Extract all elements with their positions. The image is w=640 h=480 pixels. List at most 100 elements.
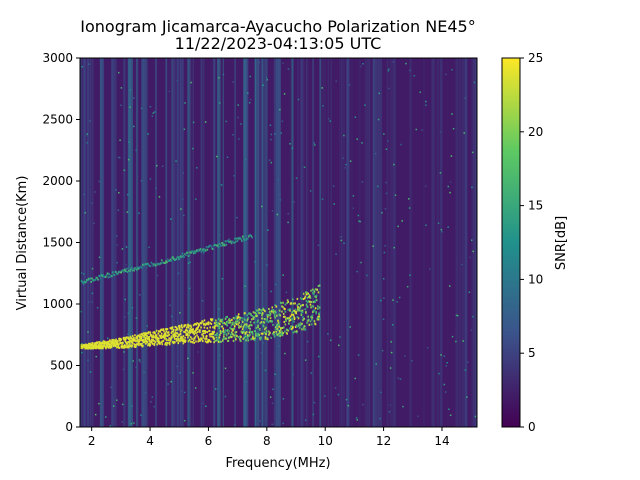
first-hop-echo-point [204, 330, 207, 333]
first-hop-echo-point [250, 314, 253, 317]
noise-pixel [228, 330, 231, 332]
noise-pixel [357, 214, 360, 217]
noise-pixel [464, 97, 466, 99]
first-hop-echo-point [148, 336, 150, 339]
noise-pixel [262, 84, 265, 86]
first-hop-echo-point [199, 329, 201, 332]
second-hop-echo-point [181, 252, 184, 255]
noise-pixel [348, 84, 351, 86]
first-hop-echo-point [232, 316, 235, 319]
first-hop-echo-point [276, 327, 279, 330]
noise-pixel [195, 198, 197, 200]
second-hop-echo-point [210, 246, 213, 249]
first-hop-echo-point [277, 321, 280, 324]
first-hop-echo-point [246, 337, 249, 340]
x-tick-label: 4 [146, 434, 154, 448]
noise-pixel [446, 361, 448, 364]
first-hop-echo-point [195, 323, 198, 326]
first-hop-echo-point [159, 341, 161, 344]
first-hop-echo-point [170, 335, 173, 338]
first-hop-echo-point [266, 315, 269, 318]
interference-stripe [130, 58, 133, 427]
first-hop-echo-point [131, 344, 133, 347]
noise-pixel [449, 191, 451, 194]
second-hop-echo-point [166, 258, 169, 261]
first-hop-echo-point [248, 312, 251, 315]
second-hop-echo-point [95, 276, 98, 279]
interference-stripe [471, 58, 474, 427]
second-hop-echo-point [82, 282, 85, 285]
first-hop-echo-point [130, 344, 132, 347]
interference-stripe [146, 58, 148, 427]
second-hop-echo-point [135, 267, 137, 270]
second-hop-echo-point [112, 273, 115, 276]
noise-pixel [313, 401, 316, 404]
first-hop-echo-point [182, 335, 185, 338]
first-hop-echo-point [160, 328, 162, 331]
first-hop-echo-point [283, 320, 286, 323]
first-hop-echo-point [263, 321, 266, 324]
interference-stripe [380, 58, 382, 427]
first-hop-echo-point [186, 334, 189, 337]
noise-pixel [127, 312, 130, 314]
noise-pixel [88, 63, 90, 65]
second-hop-echo-point [204, 249, 207, 252]
noise-pixel [466, 361, 469, 363]
first-hop-echo-point [269, 317, 272, 320]
noise-pixel [303, 166, 306, 169]
first-hop-echo-point [156, 343, 158, 346]
first-hop-echo-point [292, 298, 294, 301]
first-hop-echo-point [309, 300, 311, 303]
first-hop-echo-point [284, 330, 286, 333]
first-hop-echo-point [179, 339, 181, 342]
first-hop-echo-point [110, 342, 112, 345]
noise-pixel [329, 120, 332, 122]
first-hop-echo-point [151, 342, 154, 345]
first-hop-echo-point [245, 331, 248, 334]
noise-pixel [393, 163, 395, 166]
first-hop-echo-point [228, 318, 231, 321]
first-hop-echo-point [136, 339, 139, 342]
second-hop-echo-point [140, 265, 142, 268]
noise-pixel [411, 360, 413, 362]
first-hop-echo-point [225, 333, 227, 336]
first-hop-echo-point [184, 331, 186, 334]
first-hop-echo-point [277, 334, 280, 337]
first-hop-echo-point [313, 289, 315, 292]
first-hop-echo-point [189, 340, 192, 343]
noise-pixel [397, 377, 400, 379]
noise-pixel [135, 317, 138, 319]
first-hop-echo-point [246, 334, 249, 337]
first-hop-echo-point [226, 324, 229, 327]
noise-pixel [274, 373, 276, 376]
interference-stripe [291, 58, 294, 427]
noise-pixel [340, 239, 343, 242]
first-hop-echo-point [307, 292, 309, 295]
second-hop-echo-point [247, 235, 250, 238]
first-hop-echo-point [306, 305, 309, 308]
noise-pixel [466, 396, 468, 398]
noise-pixel [355, 417, 358, 419]
first-hop-echo-point [172, 340, 174, 343]
first-hop-echo-point [317, 305, 319, 308]
first-hop-echo-point [162, 339, 165, 342]
interference-stripe [409, 58, 413, 427]
interference-stripe [202, 58, 206, 427]
noise-pixel [384, 245, 386, 247]
noise-pixel [443, 383, 446, 386]
second-hop-echo-point [80, 280, 83, 283]
second-hop-echo-point [222, 242, 225, 245]
first-hop-echo-point [221, 338, 224, 341]
first-hop-echo-point [115, 339, 118, 342]
first-hop-echo-point [233, 327, 235, 330]
noise-pixel [474, 415, 477, 418]
first-hop-echo-point [166, 328, 169, 331]
first-hop-echo-point [99, 342, 102, 345]
first-hop-echo-point [254, 336, 256, 339]
first-hop-echo-point [166, 341, 169, 344]
second-hop-echo-point [183, 256, 185, 259]
first-hop-echo-point [241, 317, 243, 320]
second-hop-echo-point [88, 278, 91, 281]
first-hop-echo-point [200, 326, 202, 329]
first-hop-echo-point [147, 343, 150, 346]
